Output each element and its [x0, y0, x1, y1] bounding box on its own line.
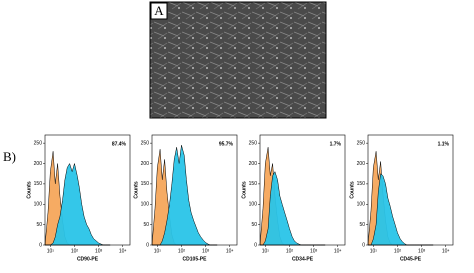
x-tick-label: 10¹: [262, 248, 270, 254]
x-axis-label: CD90-PE: [77, 256, 99, 262]
percentage: 1.7%: [330, 141, 342, 147]
y-tick-label: 0: [254, 242, 257, 248]
x-tick-label: 10⁴: [119, 248, 127, 254]
x-tick-label: 10⁴: [226, 248, 234, 254]
x-axis-label: CD34-PE: [292, 256, 314, 262]
x-tick-label: 10²: [71, 248, 79, 254]
x-tick-label: 10³: [202, 248, 210, 254]
x-tick-label: 10³: [310, 248, 318, 254]
x-tick-label: 10¹: [47, 248, 55, 254]
y-tick-label: 150: [357, 181, 366, 187]
panel-label-box: [150, 2, 168, 20]
y-axis-label: Counts: [26, 181, 32, 198]
y-tick-label: 0: [39, 242, 42, 248]
x-tick-label: 10³: [418, 248, 426, 254]
y-tick-label: 50: [359, 222, 365, 228]
plot-frame: [259, 134, 346, 246]
y-axis-label: Counts: [241, 181, 247, 198]
y-tick-label: 200: [141, 161, 150, 167]
y-tick-label: 150: [249, 181, 258, 187]
x-tick-label: 10²: [394, 248, 402, 254]
y-tick-label: 100: [357, 202, 366, 208]
panel-label: A: [154, 3, 164, 18]
micrograph: [149, 1, 327, 119]
x-tick-label: 10⁴: [442, 248, 450, 254]
histogram-area: [152, 145, 218, 246]
y-tick-label: 200: [249, 161, 258, 167]
y-tick-label: 150: [34, 181, 43, 187]
percentage: 87.4%: [112, 141, 127, 147]
plot-frame: [44, 134, 131, 246]
x-tick-label: 10¹: [370, 248, 378, 254]
percentage: 1.1%: [438, 141, 450, 147]
x-tick-label: 10¹: [154, 248, 162, 254]
x-axis-label: CD45-PE: [400, 256, 422, 262]
x-tick-label: 10²: [286, 248, 294, 254]
panel-label: B): [3, 149, 16, 164]
y-tick-label: 50: [143, 222, 149, 228]
y-tick-label: 250: [34, 140, 43, 146]
y-tick-label: 200: [34, 161, 43, 167]
x-tick-label: 10⁴: [334, 248, 342, 254]
y-tick-label: 50: [36, 222, 42, 228]
x-axis-label: CD105-PE: [183, 256, 208, 262]
y-axis-label: Counts: [133, 181, 139, 198]
y-axis-label: Counts: [349, 181, 355, 198]
y-tick-label: 100: [141, 202, 150, 208]
y-tick-label: 200: [357, 161, 366, 167]
plot-frame: [151, 134, 238, 246]
x-tick-label: 10²: [178, 248, 186, 254]
y-tick-label: 0: [362, 242, 365, 248]
y-tick-label: 150: [141, 181, 150, 187]
y-tick-label: 100: [34, 202, 43, 208]
x-tick-label: 10³: [95, 248, 103, 254]
y-tick-label: 0: [146, 242, 149, 248]
y-tick-label: 250: [249, 140, 258, 146]
y-tick-label: 250: [357, 140, 366, 146]
y-tick-label: 250: [141, 140, 150, 146]
histogram-area: [45, 162, 111, 246]
plot-frame: [367, 134, 454, 246]
percentage: 95.7%: [219, 141, 234, 147]
y-tick-label: 50: [251, 222, 257, 228]
y-tick-label: 100: [249, 202, 258, 208]
